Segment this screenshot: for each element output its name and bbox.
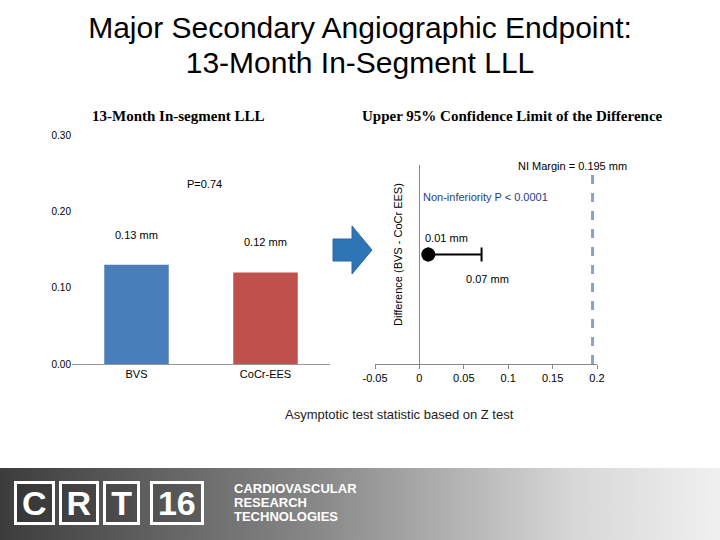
html-text:RESEARCH: RESEARCH	[234, 495, 307, 510]
svg-text:0.1: 0.1	[501, 372, 516, 384]
svg-text:Non-inferiority P < 0.0001: Non-inferiority P < 0.0001	[423, 191, 548, 203]
html-text:16: 16	[157, 484, 196, 522]
svg-text:BVS: BVS	[125, 368, 147, 380]
html-text:R: R	[66, 484, 92, 522]
svg-text:0.07 mm: 0.07 mm	[466, 273, 509, 285]
html-text:T: T	[111, 484, 132, 522]
svg-text:0: 0	[416, 372, 422, 384]
html-text:CARDIOVASCULAR: CARDIOVASCULAR	[234, 481, 357, 496]
svg-text:Asymptotic test statistic base: Asymptotic test statistic based on Z tes…	[285, 407, 514, 422]
svg-text:0.15: 0.15	[542, 372, 563, 384]
svg-text:0.01 mm: 0.01 mm	[425, 232, 468, 244]
svg-text:0.13 mm: 0.13 mm	[115, 229, 158, 241]
svg-text:0.20: 0.20	[52, 206, 72, 217]
html-text:13-Month In-Segment LLL: 13-Month In-Segment LLL	[185, 46, 535, 79]
svg-text:P=0.74: P=0.74	[187, 178, 222, 190]
svg-text:Upper 95% Confidence Limit of: Upper 95% Confidence Limit of the Differ…	[362, 108, 663, 124]
svg-text:13-Month In-segment LLL: 13-Month In-segment LLL	[92, 108, 265, 124]
svg-text:0.30: 0.30	[52, 130, 72, 141]
html-text:TECHNOLOGIES: TECHNOLOGIES	[234, 509, 338, 524]
svg-text:0.10: 0.10	[52, 282, 72, 293]
svg-text:0.2: 0.2	[589, 372, 604, 384]
svg-text:-0.05: -0.05	[362, 372, 387, 384]
svg-text:CoCr-EES: CoCr-EES	[240, 368, 291, 380]
svg-text:0.05: 0.05	[453, 372, 474, 384]
html-text:C: C	[22, 484, 47, 522]
svg-text:0.00: 0.00	[52, 359, 72, 370]
svg-text:NI Margin = 0.195 mm: NI Margin = 0.195 mm	[518, 160, 627, 172]
html-text:Major Secondary Angiographic E: Major Secondary Angiographic Endpoint:	[88, 11, 632, 44]
svg-text:Difference (BVS - CoCr EES): Difference (BVS - CoCr EES)	[392, 183, 404, 326]
svg-text:0.12 mm: 0.12 mm	[244, 236, 287, 248]
